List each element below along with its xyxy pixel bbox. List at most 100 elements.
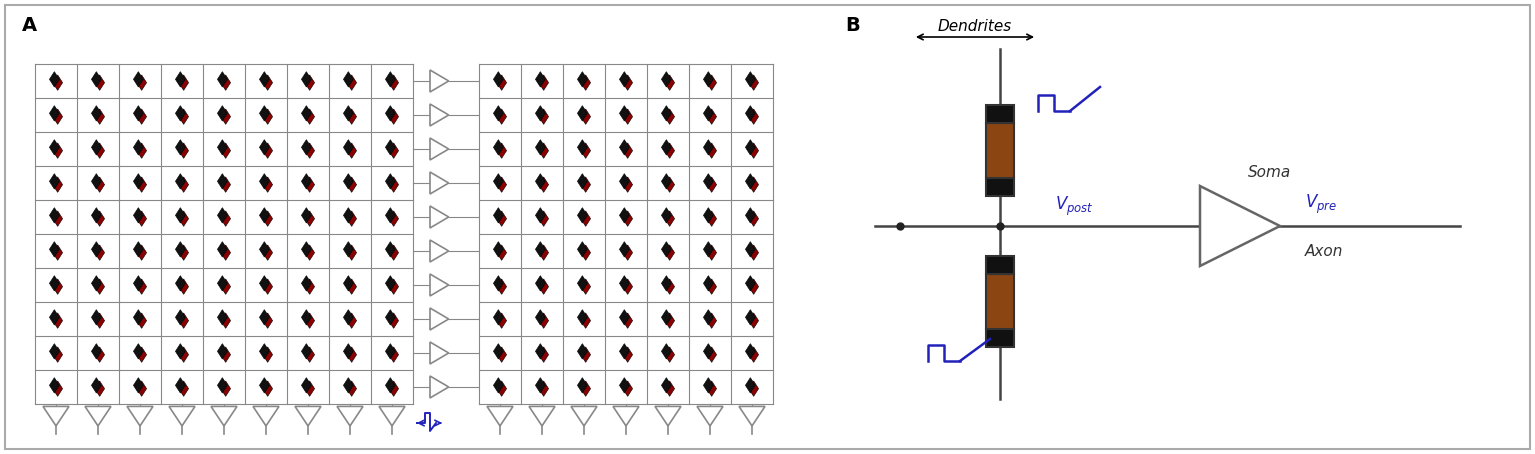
- Polygon shape: [662, 173, 671, 189]
- Polygon shape: [746, 72, 755, 87]
- Polygon shape: [259, 173, 269, 189]
- Polygon shape: [430, 206, 448, 228]
- Polygon shape: [134, 242, 143, 257]
- Polygon shape: [580, 211, 591, 227]
- Polygon shape: [388, 75, 399, 90]
- Polygon shape: [344, 310, 353, 325]
- Polygon shape: [262, 313, 273, 328]
- Polygon shape: [347, 279, 356, 294]
- Polygon shape: [259, 310, 269, 325]
- Polygon shape: [388, 347, 399, 362]
- Polygon shape: [623, 211, 632, 227]
- Polygon shape: [580, 279, 591, 294]
- Polygon shape: [662, 72, 671, 87]
- Polygon shape: [221, 347, 230, 362]
- Polygon shape: [347, 381, 356, 396]
- Polygon shape: [344, 344, 353, 359]
- Polygon shape: [305, 381, 315, 396]
- Polygon shape: [137, 211, 147, 227]
- Polygon shape: [577, 140, 588, 155]
- Polygon shape: [178, 313, 189, 328]
- Polygon shape: [497, 381, 507, 396]
- Polygon shape: [746, 140, 755, 155]
- Polygon shape: [497, 75, 507, 90]
- Polygon shape: [487, 406, 513, 426]
- Polygon shape: [493, 140, 503, 155]
- Polygon shape: [221, 381, 230, 396]
- Polygon shape: [497, 211, 507, 227]
- Polygon shape: [338, 406, 362, 426]
- Polygon shape: [84, 406, 111, 426]
- Polygon shape: [497, 109, 507, 124]
- Polygon shape: [95, 143, 104, 158]
- Polygon shape: [706, 279, 717, 294]
- Polygon shape: [612, 406, 639, 426]
- Polygon shape: [623, 109, 632, 124]
- Polygon shape: [52, 347, 63, 362]
- Polygon shape: [749, 381, 758, 396]
- Text: Axon: Axon: [1305, 244, 1343, 259]
- Bar: [985, 123, 1015, 178]
- Polygon shape: [430, 138, 448, 160]
- Polygon shape: [706, 143, 717, 158]
- Polygon shape: [95, 381, 104, 396]
- Polygon shape: [178, 347, 189, 362]
- Polygon shape: [92, 344, 101, 359]
- Polygon shape: [493, 310, 503, 325]
- Polygon shape: [749, 245, 758, 260]
- Polygon shape: [580, 245, 591, 260]
- Polygon shape: [655, 406, 682, 426]
- Polygon shape: [430, 376, 448, 398]
- Polygon shape: [127, 406, 154, 426]
- Polygon shape: [703, 140, 714, 155]
- Polygon shape: [746, 378, 755, 393]
- Polygon shape: [52, 143, 63, 158]
- Text: B: B: [844, 16, 860, 35]
- Polygon shape: [703, 173, 714, 189]
- Polygon shape: [746, 173, 755, 189]
- Polygon shape: [749, 109, 758, 124]
- Polygon shape: [49, 242, 60, 257]
- Polygon shape: [749, 143, 758, 158]
- Polygon shape: [175, 344, 186, 359]
- Polygon shape: [706, 245, 717, 260]
- Polygon shape: [305, 245, 315, 260]
- Polygon shape: [620, 378, 629, 393]
- Polygon shape: [388, 313, 399, 328]
- Polygon shape: [385, 310, 396, 325]
- Polygon shape: [388, 177, 399, 192]
- Polygon shape: [623, 347, 632, 362]
- Polygon shape: [305, 313, 315, 328]
- Polygon shape: [493, 242, 503, 257]
- Polygon shape: [536, 344, 545, 359]
- Polygon shape: [134, 310, 143, 325]
- Polygon shape: [347, 211, 356, 227]
- Polygon shape: [577, 242, 588, 257]
- Polygon shape: [253, 406, 279, 426]
- Polygon shape: [259, 242, 269, 257]
- Polygon shape: [580, 143, 591, 158]
- Polygon shape: [620, 310, 629, 325]
- Bar: [985, 105, 1015, 123]
- Polygon shape: [92, 276, 101, 291]
- Polygon shape: [175, 310, 186, 325]
- Bar: [985, 178, 1015, 196]
- Polygon shape: [95, 75, 104, 90]
- Polygon shape: [385, 344, 396, 359]
- Polygon shape: [301, 173, 312, 189]
- Polygon shape: [388, 109, 399, 124]
- Polygon shape: [385, 378, 396, 393]
- Polygon shape: [497, 347, 507, 362]
- Polygon shape: [175, 140, 186, 155]
- Polygon shape: [134, 173, 143, 189]
- Polygon shape: [49, 173, 60, 189]
- Polygon shape: [178, 245, 189, 260]
- Polygon shape: [262, 245, 273, 260]
- Bar: [985, 274, 1015, 329]
- Polygon shape: [539, 109, 548, 124]
- Polygon shape: [662, 140, 671, 155]
- Polygon shape: [259, 106, 269, 121]
- Polygon shape: [749, 279, 758, 294]
- Polygon shape: [218, 173, 227, 189]
- Polygon shape: [95, 347, 104, 362]
